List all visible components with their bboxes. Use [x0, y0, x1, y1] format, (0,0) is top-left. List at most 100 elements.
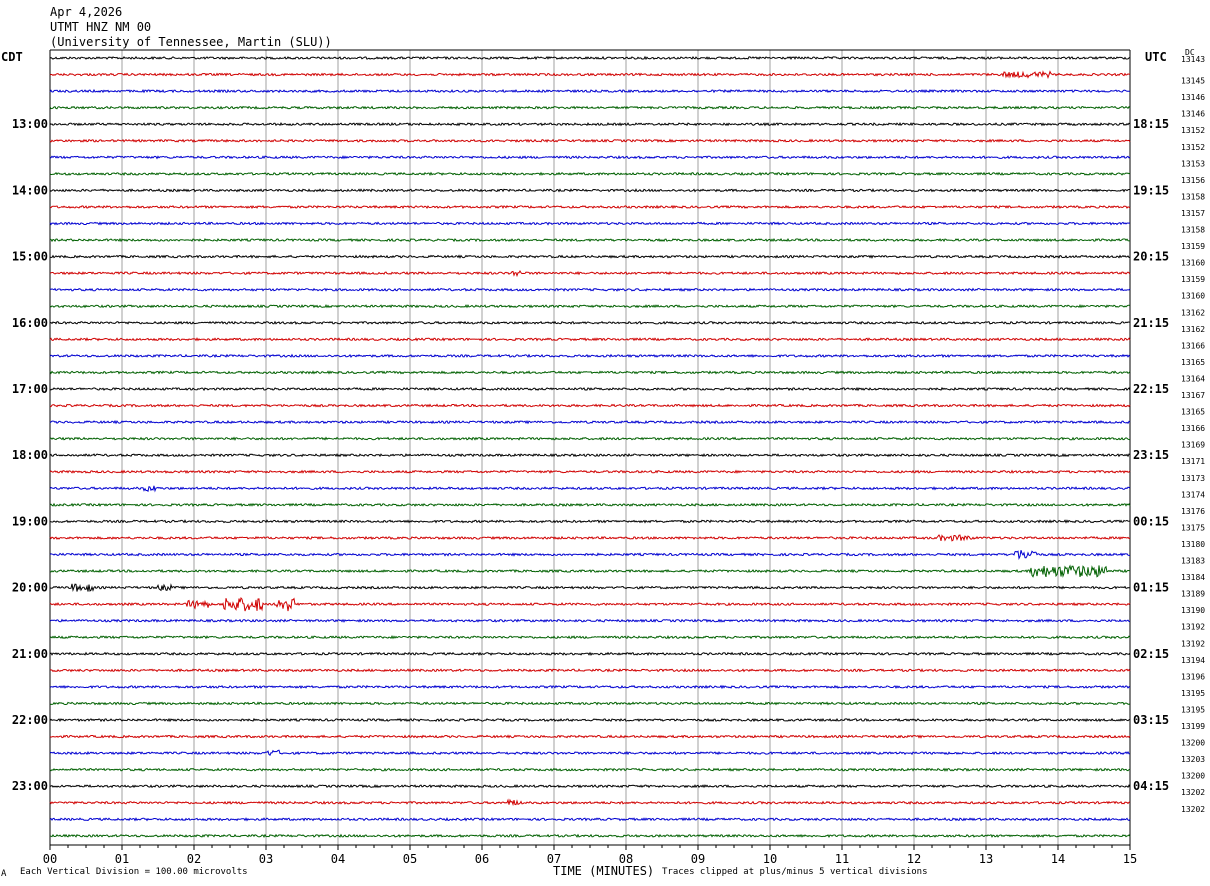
dc-offset-label: 13194 — [1181, 656, 1205, 665]
dc-offset-label: 13184 — [1181, 573, 1205, 582]
left-hour-label: 16:00 — [12, 316, 48, 330]
dc-offset-label: 13192 — [1181, 623, 1205, 632]
trace-row-36 — [49, 651, 1131, 656]
dc-offset-label: 13158 — [1181, 226, 1205, 235]
trace-row-47 — [49, 833, 1131, 838]
dc-offset-label: 13157 — [1181, 209, 1205, 218]
dc-offset-label: 13169 — [1181, 441, 1205, 450]
dc-offset-label: 13145 — [1181, 77, 1205, 86]
dc-offset-label: 13152 — [1181, 126, 1205, 135]
trace-row-14 — [49, 287, 1131, 292]
dc-offset-label: 13164 — [1181, 374, 1205, 383]
dc-offset-label: 13190 — [1181, 606, 1205, 615]
x-tick-label: 11 — [835, 852, 849, 866]
x-tick-label: 04 — [331, 852, 345, 866]
trace-row-1 — [49, 70, 1131, 80]
trace-row-32 — [49, 583, 1131, 592]
trace-row-30 — [49, 550, 1130, 560]
dc-offset-label: 13202 — [1181, 805, 1205, 814]
right-hour-label: 02:15 — [1133, 647, 1169, 661]
right-hour-label: 00:15 — [1133, 514, 1169, 528]
right-hour-label: 03:15 — [1133, 713, 1169, 727]
right-hour-label: 22:15 — [1133, 382, 1169, 396]
dc-offset-label: 13167 — [1181, 391, 1205, 400]
right-hour-label: 18:15 — [1133, 117, 1169, 131]
left-hour-label: 20:00 — [12, 581, 48, 595]
trace-row-46 — [49, 817, 1131, 822]
trace-row-6 — [49, 155, 1131, 160]
x-tick-label: 09 — [691, 852, 705, 866]
left-timezone-label: CDT — [1, 50, 23, 64]
dc-offset-label: 13173 — [1181, 474, 1205, 483]
dc-offset-label: 13196 — [1181, 672, 1205, 681]
x-tick-label: 07 — [547, 852, 561, 866]
trace-row-9 — [49, 204, 1131, 210]
right-hour-label: 20:15 — [1133, 250, 1169, 264]
trace-row-12 — [49, 254, 1131, 259]
clipping-note: Traces clipped at plus/minus 5 vertical … — [662, 867, 928, 877]
left-hour-label: 21:00 — [12, 647, 48, 661]
trace-row-0 — [49, 55, 1131, 61]
trace-row-11 — [49, 237, 1131, 243]
dc-offset-label: 13162 — [1181, 325, 1205, 334]
trace-row-34 — [49, 618, 1131, 623]
dc-offset-label: 13158 — [1181, 192, 1205, 201]
dc-header-label: DC — [1185, 48, 1195, 57]
dc-offset-label: 13189 — [1181, 590, 1205, 599]
plot-date: Apr 4,2026 — [50, 5, 123, 19]
dc-offset-label: 13165 — [1181, 408, 1205, 417]
dc-offset-label: 13162 — [1181, 308, 1205, 317]
dc-offset-label: 13199 — [1181, 722, 1205, 731]
trace-row-5 — [49, 138, 1131, 143]
x-tick-label: 03 — [259, 852, 273, 866]
left-hour-label: 19:00 — [12, 514, 48, 528]
trace-row-39 — [49, 701, 1131, 706]
dc-offset-label: 13153 — [1181, 159, 1205, 168]
dc-offset-label: 13160 — [1181, 259, 1205, 268]
trace-row-3 — [49, 105, 1131, 110]
dc-offset-label: 13156 — [1181, 176, 1205, 185]
dc-offset-label: 13195 — [1181, 705, 1205, 714]
trace-row-24 — [49, 453, 1131, 458]
trace-row-13 — [49, 269, 1131, 278]
dc-offset-label: 13165 — [1181, 358, 1205, 367]
dc-offset-label: 13146 — [1181, 110, 1205, 119]
trace-row-18 — [49, 353, 1131, 359]
trace-row-8 — [49, 188, 1130, 193]
x-tick-label: 13 — [979, 852, 993, 866]
x-tick-label: 01 — [115, 852, 129, 866]
right-hour-label: 23:15 — [1133, 448, 1169, 462]
trace-row-16 — [49, 320, 1131, 325]
trace-row-22 — [49, 419, 1131, 425]
dc-offset-label: 13176 — [1181, 507, 1205, 516]
trace-row-23 — [49, 436, 1131, 441]
dc-offset-label: 13202 — [1181, 788, 1205, 797]
trace-row-21 — [49, 403, 1131, 408]
dc-offset-label: 13152 — [1181, 143, 1205, 152]
x-tick-label: 02 — [187, 852, 201, 866]
x-tick-label: 08 — [619, 852, 633, 866]
dc-offset-label: 13200 — [1181, 772, 1205, 781]
dc-offset-label: 13166 — [1181, 341, 1205, 350]
dc-offset-label: 13203 — [1181, 755, 1205, 764]
trace-row-29 — [49, 534, 1131, 542]
trace-row-20 — [49, 386, 1131, 392]
trace-row-37 — [49, 668, 1131, 673]
dc-offset-label: 13192 — [1181, 639, 1205, 648]
trace-row-17 — [49, 337, 1131, 342]
x-tick-label: 00 — [43, 852, 57, 866]
trace-row-43 — [49, 767, 1131, 772]
dc-offset-label: 13159 — [1181, 242, 1205, 251]
trace-row-28 — [49, 519, 1131, 524]
x-tick-label: 12 — [907, 852, 921, 866]
trace-row-15 — [49, 304, 1131, 309]
vertical-division-note: Each Vertical Division = 100.00 microvol… — [20, 867, 248, 877]
x-tick-label: 06 — [475, 852, 489, 866]
station-network: (University of Tennessee, Martin (SLU)) — [50, 35, 332, 49]
dc-offset-label: 13180 — [1181, 540, 1205, 549]
dc-offset-label: 13171 — [1181, 457, 1205, 466]
footer-mark: A — [1, 869, 7, 879]
trace-row-2 — [49, 88, 1130, 94]
trace-row-45 — [49, 798, 1131, 807]
